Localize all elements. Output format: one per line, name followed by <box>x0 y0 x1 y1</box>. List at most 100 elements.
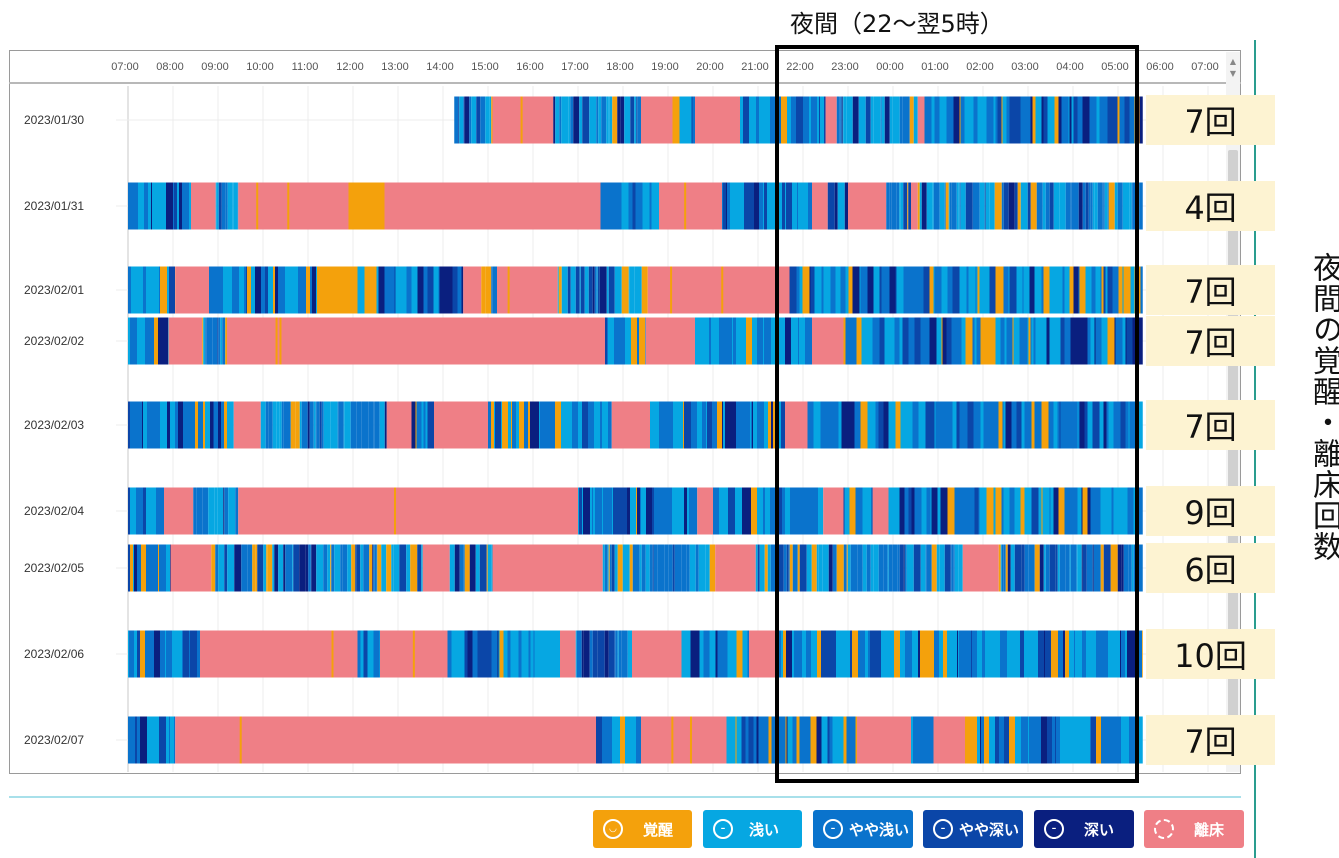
sleep-stripe <box>228 487 236 535</box>
sleep-stripe <box>935 401 938 449</box>
sleep-stripe <box>775 182 776 230</box>
sleep-stripe <box>247 544 253 592</box>
legend-slightly-light-button[interactable]: – やや浅い <box>813 810 913 848</box>
sleep-stripe <box>608 96 610 144</box>
sleep-stripe <box>961 630 967 678</box>
scroll-down-icon[interactable]: ▼ <box>1229 69 1237 78</box>
sleep-stripe <box>649 544 653 592</box>
legend-light-button[interactable]: – 浅い <box>703 810 802 848</box>
sleep-stripe <box>949 182 952 230</box>
sleep-stripe <box>173 182 174 230</box>
sleep-stripe <box>981 401 984 449</box>
sleep-stripe <box>741 716 746 764</box>
legend-out-of-bed-button[interactable]: 離床 <box>1144 810 1244 848</box>
sleep-stripe <box>772 487 776 535</box>
sleep-stripe <box>561 401 568 449</box>
sleep-stripe <box>833 716 839 764</box>
sleep-stripe <box>728 487 734 535</box>
sleep-stripe <box>578 401 582 449</box>
sleep-stripe <box>1063 716 1066 764</box>
sleep-stripe <box>1057 401 1060 449</box>
sleep-stripe <box>810 266 815 314</box>
sleep-stripe <box>552 401 555 449</box>
sleep-stripe <box>1127 630 1134 678</box>
sleep-stripe <box>630 96 635 144</box>
sleep-stripe <box>279 401 282 449</box>
sleep-stripe <box>731 630 737 678</box>
sleep-stripe <box>798 182 802 230</box>
sleep-stripe <box>613 487 620 535</box>
sleep-stripe <box>631 182 633 230</box>
sleep-stripe <box>567 266 571 314</box>
sleep-stripe <box>1094 182 1098 230</box>
sleep-stripe <box>1092 182 1095 230</box>
sleep-stripe <box>135 487 136 535</box>
sleep-stripe <box>627 630 632 678</box>
sleep-stripe <box>130 317 132 365</box>
sleep-stripe <box>786 182 792 230</box>
scrollbar-thumb[interactable] <box>1228 150 1238 750</box>
sleep-stripe <box>278 544 284 592</box>
sleep-stripe <box>602 544 605 592</box>
sleep-stripe <box>959 182 961 230</box>
sleep-stripe <box>257 544 264 592</box>
sleep-stripe <box>967 96 974 144</box>
sleep-stripe <box>712 317 714 365</box>
sleep-stripe <box>477 630 485 678</box>
sleep-stripe <box>884 317 886 365</box>
sleep-stripe <box>1131 401 1137 449</box>
sleep-stripe <box>218 182 222 230</box>
sleep-stripe <box>454 96 459 144</box>
sleep-stripe <box>213 401 214 449</box>
sleep-stripe <box>986 401 992 449</box>
sleep-stripe <box>745 630 748 678</box>
sleep-stripe <box>714 487 719 535</box>
sleep-stripe <box>930 487 932 535</box>
sleep-stripe <box>883 401 889 449</box>
sleep-stripe <box>1064 317 1066 365</box>
sleep-stripe <box>439 266 447 314</box>
sleep-stripe <box>222 317 226 365</box>
legend-awake-button[interactable]: ◡ 覚醒 <box>593 810 692 848</box>
sleep-stripe <box>545 630 551 678</box>
sleep-stripe <box>1048 96 1055 144</box>
sleep-stripe <box>828 544 833 592</box>
sleep-stripe <box>948 317 952 365</box>
sleep-stripe <box>790 487 794 535</box>
sleep-stripe <box>995 716 999 764</box>
sleep-stripe <box>611 544 615 592</box>
sleep-stripe <box>174 716 176 764</box>
sleep-stripe <box>591 401 594 449</box>
sleep-stripe <box>717 630 724 678</box>
sleep-stripe <box>589 630 593 678</box>
sleep-stripe <box>459 544 464 592</box>
sleep-stripe <box>695 317 699 365</box>
sleep-stripe <box>583 630 590 678</box>
night-count-box: 6回 <box>1146 543 1275 593</box>
sleep-stripe <box>740 96 743 144</box>
sleep-stripe <box>1043 266 1050 314</box>
sleep-stripe <box>970 487 975 535</box>
sleep-stripe <box>1004 716 1009 764</box>
sleep-stripe <box>1028 716 1029 764</box>
sleep-stripe <box>193 487 197 535</box>
sleep-stripe <box>806 630 811 678</box>
sleep-stripe <box>641 487 646 535</box>
sleep-stripe <box>463 96 465 144</box>
sleep-stripe <box>1058 487 1065 535</box>
sleep-stripe <box>508 401 511 449</box>
sleep-stripe <box>1088 182 1091 230</box>
sleep-stripe <box>620 716 625 764</box>
sleep-stripe <box>746 401 750 449</box>
sleep-stripe <box>873 96 881 144</box>
awake-streak <box>689 716 692 764</box>
out-of-bed-segment <box>386 401 412 449</box>
sleep-stripe <box>145 317 151 365</box>
sleep-stripe <box>1035 96 1040 144</box>
legend-deep-button[interactable]: – 深い <box>1034 810 1134 848</box>
scroll-up-icon[interactable]: ▲ <box>1229 57 1237 66</box>
sleep-stripe <box>579 266 581 314</box>
sleep-stripe <box>299 544 306 592</box>
sleep-stripe <box>895 266 897 314</box>
legend-slightly-deep-button[interactable]: – やや深い <box>923 810 1023 848</box>
